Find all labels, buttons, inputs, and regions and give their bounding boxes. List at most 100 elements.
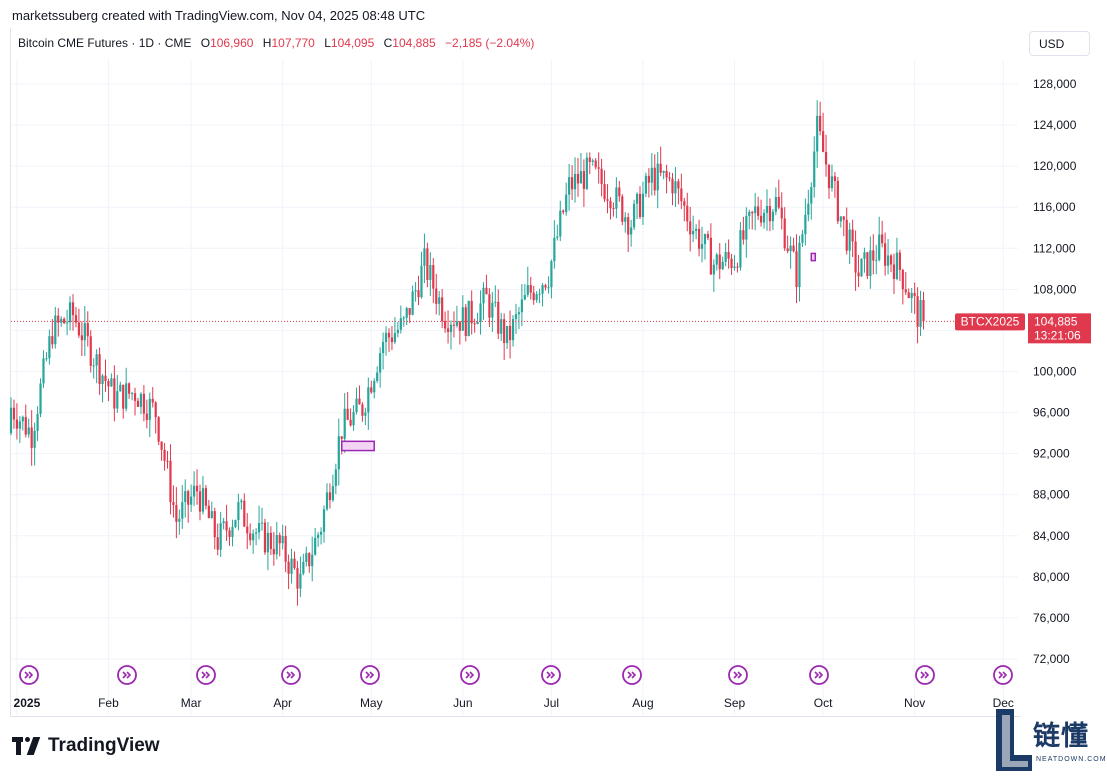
candle-body (600, 168, 603, 184)
candle-body (287, 561, 290, 574)
candle-body (393, 333, 397, 343)
candle-body (733, 266, 736, 269)
candle-body (863, 252, 866, 259)
candle-body (697, 228, 701, 249)
candle-body (692, 230, 695, 235)
candle-body (172, 502, 175, 506)
jump-arrow-icon[interactable] (460, 665, 480, 685)
candle-body (508, 325, 512, 341)
candle-body (603, 183, 606, 200)
currency-button[interactable]: USD (1029, 31, 1090, 56)
candle-body (813, 151, 816, 188)
y-tick-label: 108,000 (1033, 282, 1077, 296)
jump-arrow-icon[interactable] (19, 665, 39, 685)
candle-body (417, 290, 420, 298)
candle-body (15, 419, 19, 429)
candle-body (754, 206, 757, 214)
candle-body (116, 391, 119, 409)
candle-body (340, 436, 343, 439)
close-label: C (383, 36, 393, 50)
jump-arrow-icon[interactable] (809, 665, 829, 685)
candle-body (68, 302, 72, 323)
candle-body (759, 215, 763, 223)
candle-body (139, 393, 143, 407)
candle-body (520, 299, 523, 313)
jump-arrow-icon[interactable] (915, 665, 935, 685)
candle-body (889, 255, 893, 265)
candle-body (210, 511, 213, 519)
candle-body (255, 532, 258, 534)
candle-body (582, 171, 585, 189)
candle-body (373, 381, 376, 393)
candle-body (426, 248, 429, 280)
candle-body (80, 335, 83, 341)
candle-body (48, 336, 51, 359)
candle-body (650, 167, 653, 183)
candle-body (45, 358, 48, 360)
candle-body (913, 292, 916, 297)
candle-body (762, 212, 766, 223)
candle-body (839, 216, 842, 222)
candle-body (195, 485, 199, 492)
candle-body (724, 251, 727, 262)
jump-arrow-icon[interactable] (622, 665, 642, 685)
candle-body (154, 402, 157, 418)
jump-arrow-icon[interactable] (117, 665, 137, 685)
candle-body (712, 264, 715, 275)
high-label: H (262, 36, 272, 50)
candle-body (503, 319, 506, 344)
candle-body (544, 285, 547, 288)
candle-body (458, 321, 461, 331)
candle-body (674, 181, 677, 194)
candle-body (33, 430, 36, 448)
tradingview-logo[interactable]: TradingView (12, 735, 160, 757)
candle-body (709, 237, 712, 275)
x-tick-label: Oct (814, 696, 833, 710)
candle-body (272, 549, 275, 555)
symbol-tag-label: BTCX2025 (961, 314, 1020, 328)
candle-body (405, 308, 408, 318)
candle-body (269, 532, 272, 550)
candle-body (904, 289, 907, 293)
candle-body (74, 315, 78, 323)
candle-body (319, 531, 323, 535)
jump-arrow-icon[interactable] (281, 665, 301, 685)
candle-body (745, 216, 748, 240)
candle-body (860, 258, 863, 277)
candle-body (857, 272, 860, 277)
candle-body (715, 254, 718, 265)
y-tick-label: 116,000 (1033, 200, 1076, 214)
jump-arrow-icon[interactable] (541, 665, 561, 685)
candle-body (730, 258, 733, 269)
candle-body (130, 393, 134, 395)
jump-arrow-icon[interactable] (196, 665, 216, 685)
candle-body (774, 196, 777, 212)
cme-gap-marker (810, 252, 817, 262)
candle-body (706, 234, 710, 238)
candle-body (151, 398, 154, 403)
chart-pane[interactable] (10, 28, 1020, 717)
candle-body (568, 177, 571, 195)
candle-body (36, 413, 39, 431)
candle-body (133, 393, 137, 401)
candle-body (562, 210, 565, 213)
candle-body (95, 354, 98, 366)
symbol-name[interactable]: Bitcoin CME Futures · 1D · CME (18, 36, 192, 50)
candle-body (751, 211, 754, 214)
candle-body (328, 492, 332, 501)
candle-body (18, 421, 21, 429)
candle-body (768, 206, 772, 222)
candle-body (689, 221, 692, 235)
candle-body (919, 300, 922, 327)
candle-body (532, 292, 535, 301)
jump-arrow-icon[interactable] (993, 665, 1013, 685)
candle-body (278, 535, 281, 544)
candle-body (816, 115, 819, 152)
jump-arrow-icon[interactable] (728, 665, 748, 685)
candle-body (916, 296, 919, 327)
candle-body (438, 297, 441, 304)
candle-body (739, 230, 742, 268)
jump-arrow-icon[interactable] (360, 665, 380, 685)
candle-body (190, 496, 193, 505)
